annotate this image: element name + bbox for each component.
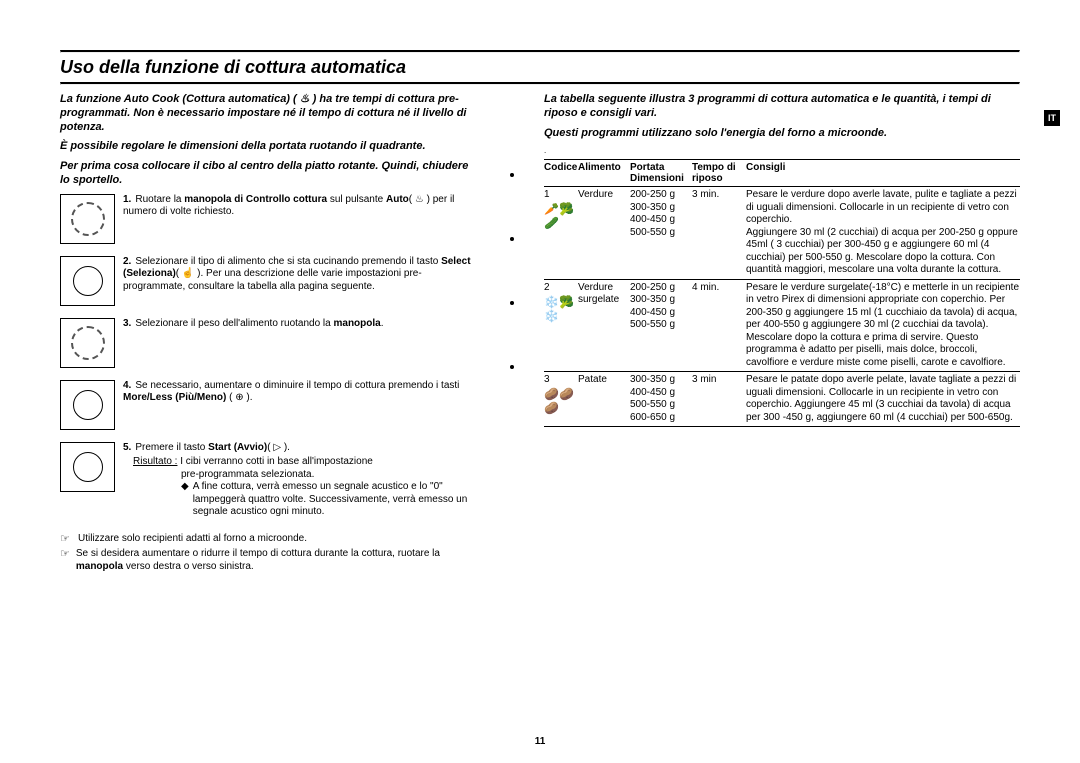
right-column: La tabella seguente illustra 3 programmi… <box>544 93 1020 573</box>
cell-tip: Pesare le verdure surgelate(-18°C) e met… <box>746 282 1020 370</box>
result-bullet: A fine cottura, verrà emesso un segnale … <box>193 481 480 519</box>
cell-food: Verdure surgelate <box>578 282 630 370</box>
cell-tip: Pesare le verdure dopo averle lavate, pu… <box>746 189 1020 277</box>
cell-tip: Pesare le patate dopo averle pelate, lav… <box>746 374 1020 424</box>
step-number: 3. <box>123 318 131 329</box>
step-number: 2. <box>123 256 131 267</box>
step-text: 1.Ruotare la manopola di Controllo cottu… <box>123 194 480 219</box>
left-intro-2: È possibile regolare le dimensioni della… <box>60 140 480 154</box>
page-title: Uso della funzione di cottura automatica <box>60 53 1020 82</box>
step-text: 5.Premere il tasto Start (Avvio)( ▷ ). R… <box>123 442 480 519</box>
language-tab: IT <box>1044 110 1060 126</box>
step: 4.Se necessario, aumentare o diminuire i… <box>60 380 480 430</box>
step-number: 4. <box>123 380 131 391</box>
cell-portions: 200-250 g 300-350 g 400-450 g 500-550 g <box>630 282 692 370</box>
table-row: 1 🥕🥦🥒 Verdure 200-250 g 300-350 g 400-45… <box>544 187 1020 280</box>
frozen-veg-icon: ❄️🥦❄️ <box>544 295 578 323</box>
manual-page: Uso della funzione di cottura automatica… <box>0 0 1080 763</box>
step-thumb-dial-icon <box>60 194 115 244</box>
step: 3.Selezionare il peso dell'alimento ruot… <box>60 318 480 368</box>
col-header: Tempo di riposo <box>692 162 746 184</box>
content-columns: La funzione Auto Cook (Cottura automatic… <box>60 93 1020 573</box>
step-number: 1. <box>123 194 131 205</box>
veg-icon: 🥕🥦🥒 <box>544 202 578 230</box>
page-number: 11 <box>535 736 546 747</box>
potato-icon: 🥔🥔🥔 <box>544 387 578 415</box>
col-header: Portata Dimensioni <box>630 162 692 184</box>
cell-code: 1 🥕🥦🥒 <box>544 189 578 277</box>
left-intro-1: La funzione Auto Cook (Cottura automatic… <box>60 93 480 134</box>
title-rule <box>60 82 1020 85</box>
table-row: 3 🥔🥔🥔 Patate 300-350 g 400-450 g 500-550… <box>544 372 1020 427</box>
step-thumb-select-icon <box>60 256 115 306</box>
diamond-bullet-icon: ◆ <box>181 481 189 519</box>
step-list: 1.Ruotare la manopola di Controllo cottu… <box>60 194 480 531</box>
table-row: 2 ❄️🥦❄️ Verdure surgelate 200-250 g 300-… <box>544 280 1020 373</box>
step: 1.Ruotare la manopola di Controllo cottu… <box>60 194 480 244</box>
step-text: 3.Selezionare il peso dell'alimento ruot… <box>123 318 480 331</box>
note-text: Se si desidera aumentare o ridurre il te… <box>76 548 480 573</box>
table-header: Codice Alimento Portata Dimensioni Tempo… <box>544 160 1020 187</box>
column-divider-dots <box>508 93 516 573</box>
left-column: La funzione Auto Cook (Cottura automatic… <box>60 93 480 573</box>
programs-table: Codice Alimento Portata Dimensioni Tempo… <box>544 159 1020 427</box>
step: 2.Selezionare il tipo di alimento che si… <box>60 256 480 306</box>
step-thumb-moreless-icon <box>60 380 115 430</box>
cell-food: Patate <box>578 374 630 424</box>
small-dot: . <box>544 146 1020 155</box>
step: 5.Premere il tasto Start (Avvio)( ▷ ). R… <box>60 442 480 519</box>
cell-rest: 3 min <box>692 374 746 424</box>
result-line2: pre-programmata selezionata. <box>133 469 314 480</box>
cell-portions: 200-250 g 300-350 g 400-450 g 500-550 g <box>630 189 692 277</box>
step-number: 5. <box>123 442 131 453</box>
note-icon: ☞ <box>60 548 70 562</box>
col-header: Consigli <box>746 162 1020 184</box>
result-line1: I cibi verranno cotti in base all'impost… <box>180 456 373 467</box>
right-intro-1: La tabella seguente illustra 3 programmi… <box>544 93 1020 121</box>
step-text: 4.Se necessario, aumentare o diminuire i… <box>123 380 480 405</box>
step-thumb-weight-icon <box>60 318 115 368</box>
cell-food: Verdure <box>578 189 630 277</box>
cell-code: 3 🥔🥔🥔 <box>544 374 578 424</box>
step-text: 2.Selezionare il tipo di alimento che si… <box>123 256 480 294</box>
note-text: Utilizzare solo recipienti adatti al for… <box>78 533 307 546</box>
cell-rest: 4 min. <box>692 282 746 370</box>
cell-portions: 300-350 g 400-450 g 500-550 g 600-650 g <box>630 374 692 424</box>
col-header: Alimento <box>578 162 630 184</box>
left-intro-3: Per prima cosa collocare il cibo al cent… <box>60 160 480 188</box>
note: ☞ Utilizzare solo recipienti adatti al f… <box>60 533 480 547</box>
right-intro-2: Questi programmi utilizzano solo l'energ… <box>544 127 1020 141</box>
step-thumb-start-icon <box>60 442 115 492</box>
result-label: Risultato : <box>133 456 177 467</box>
col-header: Codice <box>544 162 578 184</box>
cell-rest: 3 min. <box>692 189 746 277</box>
note-icon: ☞ <box>60 533 72 547</box>
cell-code: 2 ❄️🥦❄️ <box>544 282 578 370</box>
note: ☞ Se si desidera aumentare o ridurre il … <box>60 548 480 573</box>
